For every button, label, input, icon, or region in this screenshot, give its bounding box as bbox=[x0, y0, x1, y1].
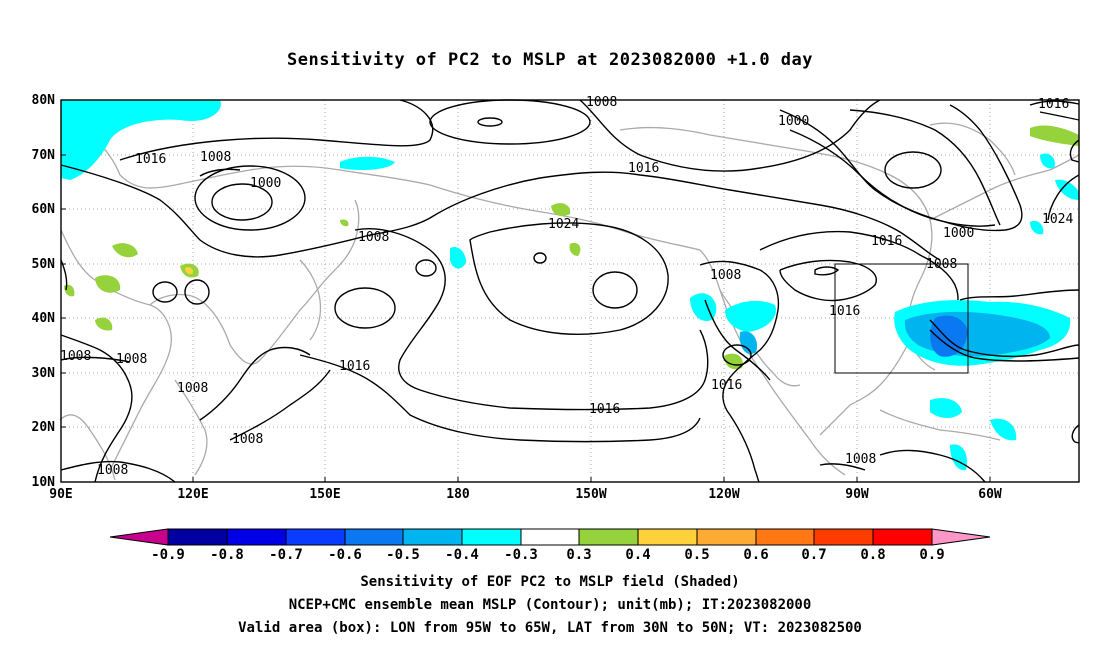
contour-label-group: 1008 1016 1016 1008 1000 1024 1008 1016 … bbox=[60, 95, 1073, 478]
colorbar-label: -0.4 bbox=[445, 547, 479, 563]
tick-marks bbox=[60, 99, 991, 483]
colorbar-label: -0.7 bbox=[269, 547, 303, 563]
colorbar-label: -0.8 bbox=[210, 547, 244, 563]
lon-label: 90W bbox=[845, 487, 869, 502]
colorbar-bin bbox=[344, 528, 404, 546]
contour-label: 1016 bbox=[1038, 97, 1069, 112]
lon-label: 150W bbox=[575, 487, 606, 502]
colorbar-label: 0.5 bbox=[684, 547, 709, 563]
lat-label: 10N bbox=[32, 475, 56, 490]
colorbar-bin bbox=[167, 528, 228, 546]
contour-label: 1016 bbox=[339, 359, 370, 374]
lon-labels: 90E 120E 150E 180 150W 120W 90W 60W bbox=[49, 487, 1002, 502]
footer-line-valid-area: Valid area (box): LON from 95W to 65W, L… bbox=[238, 620, 862, 636]
footer-line-contour: NCEP+CMC ensemble mean MSLP (Contour); u… bbox=[288, 597, 812, 613]
colorbar-bin bbox=[520, 528, 580, 546]
colorbar-low-triangle bbox=[109, 528, 169, 546]
plot-area bbox=[61, 100, 1079, 482]
colorbar-label: 0.7 bbox=[801, 547, 826, 563]
colorbar-label: 0.4 bbox=[625, 547, 650, 563]
plot-frame bbox=[60, 99, 1080, 483]
colorbar-bin bbox=[578, 528, 639, 546]
lon-label: 90E bbox=[49, 487, 72, 502]
colorbar-bin bbox=[461, 528, 522, 546]
colorbar-bin bbox=[402, 528, 463, 546]
lat-labels: 80N 70N 60N 50N 40N 30N 20N 10N bbox=[32, 93, 56, 490]
colorbar-bin bbox=[637, 528, 698, 546]
contour-label: 1008 bbox=[60, 349, 91, 364]
contour-label: 1008 bbox=[116, 352, 147, 367]
contour-label: 1016 bbox=[829, 304, 860, 319]
contour-label: 1008 bbox=[232, 432, 263, 447]
contour-label: 1008 bbox=[358, 230, 389, 245]
lat-label: 80N bbox=[32, 93, 56, 108]
lat-label: 50N bbox=[32, 257, 56, 272]
colorbar-label: 0.9 bbox=[919, 547, 944, 563]
colorbar-bin bbox=[872, 528, 933, 546]
colorbar-label: -0.5 bbox=[386, 547, 420, 563]
contour-label: 1000 bbox=[778, 114, 809, 129]
colorbar-bin bbox=[285, 528, 346, 546]
lon-label: 60W bbox=[978, 487, 1002, 502]
contour-label: 1008 bbox=[586, 95, 617, 110]
lon-label: 180 bbox=[446, 487, 470, 502]
lat-label: 40N bbox=[32, 311, 56, 326]
colorbar-bin bbox=[696, 528, 757, 546]
contour-label: 1024 bbox=[1042, 212, 1073, 227]
isobar-contours bbox=[60, 99, 1080, 483]
contour-label: 1016 bbox=[135, 152, 166, 167]
contour-label: 1008 bbox=[710, 268, 741, 283]
map-title: Sensitivity of PC2 to MSLP at 2023082000… bbox=[286, 50, 813, 70]
colorbar-label: 0.8 bbox=[860, 547, 885, 563]
contour-label: 1000 bbox=[943, 226, 974, 241]
colorbar-bin bbox=[226, 528, 287, 546]
colorbar-label: 0.6 bbox=[743, 547, 768, 563]
contour-label: 1008 bbox=[177, 381, 208, 396]
lon-label: 150E bbox=[309, 487, 340, 502]
colorbar-label: -0.6 bbox=[328, 547, 362, 563]
colorbar-label: -0.3 bbox=[504, 547, 538, 563]
lat-label: 60N bbox=[32, 202, 56, 217]
colorbar-bin bbox=[755, 528, 815, 546]
lon-label: 120W bbox=[708, 487, 739, 502]
contour-label: 1000 bbox=[250, 176, 281, 191]
contour-label: 1016 bbox=[871, 234, 902, 249]
lon-label: 120E bbox=[177, 487, 208, 502]
valid-area-box bbox=[834, 263, 969, 374]
colorbar-high-triangle bbox=[931, 528, 991, 546]
lat-label: 70N bbox=[32, 148, 56, 163]
sensitivity-shading bbox=[61, 100, 1079, 471]
contour-label: 1016 bbox=[711, 378, 742, 393]
footer-line-shading: Sensitivity of EOF PC2 to MSLP field (Sh… bbox=[360, 574, 740, 590]
lat-label: 20N bbox=[32, 420, 56, 435]
coastlines bbox=[59, 119, 1080, 481]
contour-label: 1008 bbox=[200, 150, 231, 165]
colorbar-bin bbox=[813, 528, 874, 546]
colorbar-label: 0.3 bbox=[566, 547, 591, 563]
contour-label: 1008 bbox=[97, 463, 128, 478]
contour-label: 1016 bbox=[628, 161, 659, 176]
colorbar-label: -0.9 bbox=[151, 547, 185, 563]
lat-label: 30N bbox=[32, 366, 56, 381]
colorbar: -0.9 -0.8 -0.7 -0.6 -0.5 -0.4 -0.3 0.3 0… bbox=[109, 528, 991, 563]
contour-label: 1008 bbox=[845, 452, 876, 467]
contour-label: 1024 bbox=[548, 217, 579, 232]
contour-label: 1016 bbox=[589, 402, 620, 417]
